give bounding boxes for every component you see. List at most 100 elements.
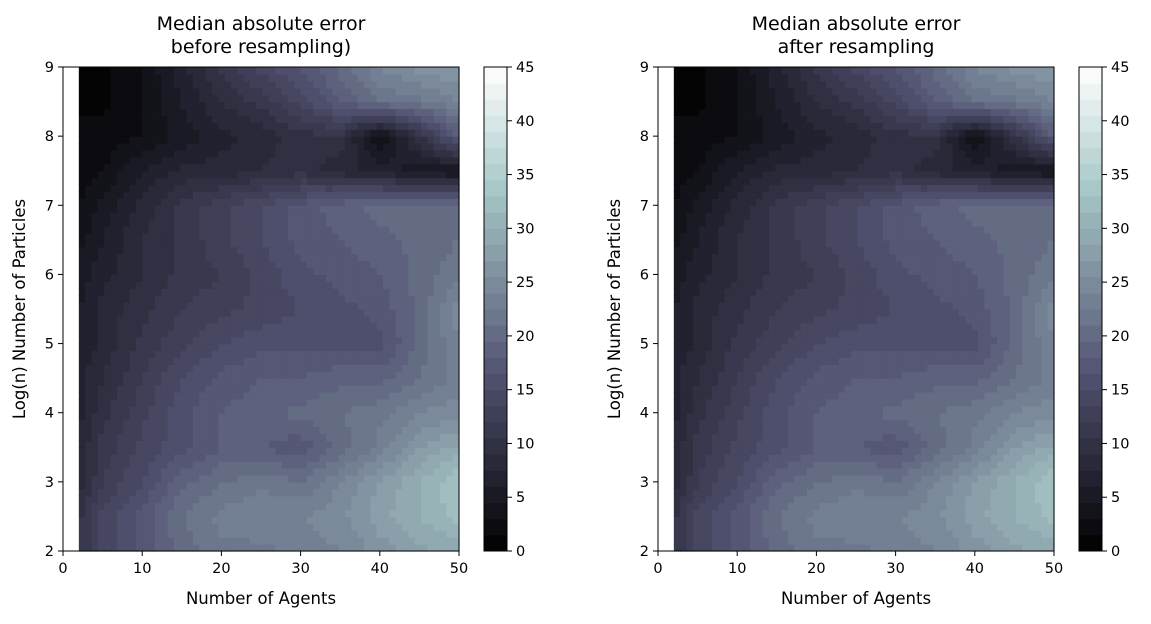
heatmap-cell xyxy=(421,212,428,220)
heatmap-cell xyxy=(142,122,149,130)
heatmap-cell xyxy=(269,295,276,303)
heatmap-cell xyxy=(339,316,346,324)
heatmap-cell xyxy=(687,440,694,448)
heatmap-cell xyxy=(231,108,238,116)
heatmap-cell xyxy=(345,150,352,158)
heatmap-cell xyxy=(383,102,390,110)
heatmap-cell xyxy=(92,544,99,552)
heatmap-cell xyxy=(440,420,447,428)
heatmap-cell xyxy=(699,81,706,89)
heatmap-cell xyxy=(104,475,111,483)
heatmap-cell xyxy=(282,482,289,490)
heatmap-cell xyxy=(383,510,390,518)
heatmap-cell xyxy=(332,74,339,82)
heatmap-cell xyxy=(117,261,124,269)
heatmap-cell xyxy=(377,102,384,110)
heatmap-cell xyxy=(199,178,206,186)
heatmap-cell xyxy=(680,475,687,483)
heatmap-cell xyxy=(142,475,149,483)
heatmap-cell xyxy=(123,309,130,317)
heatmap-cell xyxy=(706,191,713,199)
heatmap-cell xyxy=(288,482,295,490)
heatmap-cell xyxy=(294,88,301,96)
heatmap-cell xyxy=(313,240,320,248)
heatmap-cell xyxy=(699,357,706,365)
heatmap-cell xyxy=(92,81,99,89)
heatmap-cell xyxy=(332,482,339,490)
heatmap-cell xyxy=(225,510,232,518)
heatmap-cell xyxy=(370,433,377,441)
heatmap-cell xyxy=(687,295,694,303)
heatmap-cell xyxy=(231,510,238,518)
heatmap-cell xyxy=(421,323,428,331)
heatmap-cell xyxy=(699,143,706,151)
heatmap-cell xyxy=(98,371,105,379)
heatmap-cell xyxy=(269,81,276,89)
heatmap-cell xyxy=(142,88,149,96)
heatmap-cell xyxy=(111,427,118,435)
heatmap-cell xyxy=(187,544,194,552)
heatmap-cell xyxy=(408,447,415,455)
heatmap-cell xyxy=(269,406,276,414)
heatmap-cell xyxy=(421,198,428,206)
heatmap-cell xyxy=(725,427,732,435)
heatmap-cell xyxy=(358,385,365,393)
heatmap-cell xyxy=(446,233,453,241)
colorbar-segment xyxy=(484,454,507,471)
heatmap-cell xyxy=(123,323,130,331)
heatmap-cell xyxy=(85,288,92,296)
heatmap-cell xyxy=(427,185,434,193)
heatmap-cell xyxy=(250,164,257,172)
heatmap-cell xyxy=(231,268,238,276)
heatmap-cell xyxy=(85,136,92,144)
heatmap-cell xyxy=(421,468,428,476)
heatmap-cell xyxy=(699,240,706,248)
heatmap-cell xyxy=(345,88,352,96)
heatmap-cell xyxy=(301,67,308,75)
heatmap-cell xyxy=(123,357,130,365)
heatmap-cell xyxy=(92,254,99,262)
heatmap-cell xyxy=(269,475,276,483)
heatmap-cell xyxy=(282,323,289,331)
heatmap-cell xyxy=(427,496,434,504)
heatmap-cell xyxy=(288,274,295,282)
heatmap-cell xyxy=(370,337,377,345)
heatmap-cell xyxy=(256,302,263,310)
heatmap-cell xyxy=(123,288,130,296)
heatmap-cell xyxy=(440,350,447,358)
heatmap-cell xyxy=(250,115,257,123)
heatmap-cell xyxy=(275,516,282,524)
heatmap-cell xyxy=(237,171,244,179)
heatmap-cell xyxy=(79,143,86,151)
heatmap-cell xyxy=(332,399,339,407)
heatmap-cell xyxy=(142,205,149,213)
heatmap-cell xyxy=(85,247,92,255)
heatmap-cell xyxy=(218,205,225,213)
heatmap-cell xyxy=(680,489,687,497)
heatmap-cell xyxy=(282,371,289,379)
heatmap-cell xyxy=(706,378,713,386)
heatmap-cell xyxy=(725,261,732,269)
heatmap-cell xyxy=(237,496,244,504)
heatmap-cell xyxy=(377,516,384,524)
heatmap-cell xyxy=(332,164,339,172)
heatmap-cell xyxy=(674,288,681,296)
heatmap-cell xyxy=(415,503,422,511)
heatmap-cell xyxy=(326,330,333,338)
heatmap-cell xyxy=(396,191,403,199)
heatmap-cell xyxy=(231,164,238,172)
heatmap-cell xyxy=(98,205,105,213)
heatmap-cell xyxy=(687,427,694,435)
heatmap-cell xyxy=(282,350,289,358)
heatmap-cell xyxy=(225,178,232,186)
heatmap-cell xyxy=(687,129,694,137)
heatmap-cell xyxy=(218,427,225,435)
heatmap-cell xyxy=(231,371,238,379)
heatmap-cell xyxy=(117,171,124,179)
heatmap-cell xyxy=(92,295,99,303)
heatmap-cell xyxy=(92,537,99,545)
heatmap-cell xyxy=(142,108,149,116)
colorbar-tick-label: 45 xyxy=(516,60,534,76)
heatmap-cell xyxy=(130,323,137,331)
heatmap-cell xyxy=(85,102,92,110)
